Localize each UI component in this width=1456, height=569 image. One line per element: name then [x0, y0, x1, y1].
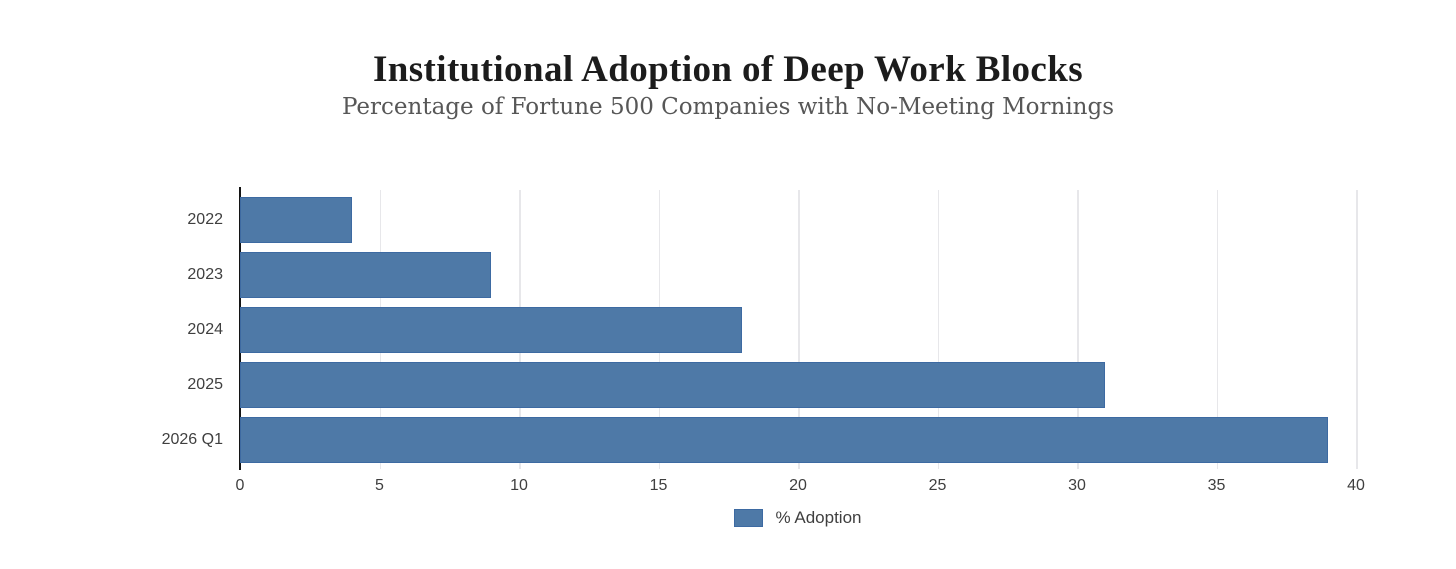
gridline — [1216, 190, 1218, 469]
x-tick-label: 30 — [1068, 477, 1086, 494]
chart-subtitle: Percentage of Fortune 500 Companies with… — [341, 94, 1115, 120]
x-tick-label: 20 — [789, 477, 807, 494]
category-label: 2025 — [187, 376, 223, 393]
gridline — [1077, 190, 1079, 469]
x-tick-label: 35 — [1207, 477, 1226, 494]
bar-2024 — [240, 307, 743, 353]
category-label: 2024 — [187, 321, 223, 338]
gridline — [937, 190, 939, 469]
bar-2025 — [240, 362, 1105, 408]
category-label: 2023 — [187, 266, 223, 283]
legend: % Adoption — [240, 508, 1356, 528]
x-tick-label: 40 — [1347, 477, 1365, 494]
legend-label: % Adoption — [775, 508, 862, 527]
bar-2026-q1 — [240, 417, 1329, 463]
bar-2023 — [240, 252, 492, 298]
category-label: 2022 — [187, 211, 223, 228]
x-tick-label: 5 — [375, 477, 384, 494]
gridline — [798, 190, 800, 469]
x-tick-label: 25 — [928, 477, 947, 494]
bar-2022 — [240, 197, 352, 243]
x-tick-label: 15 — [649, 477, 668, 494]
plot-area: 0 5 10 15 20 25 30 35 40 2022 2023 2024 2025 2026 Q1 — [162, 187, 1365, 494]
legend-swatch — [734, 509, 764, 527]
gridline — [1356, 190, 1358, 469]
x-tick-label: 10 — [510, 477, 528, 494]
category-label: 2026 Q1 — [161, 431, 223, 448]
x-tick-label: 0 — [235, 477, 245, 494]
chart-title: Institutional Adoption of Deep Work Bloc… — [372, 49, 1083, 90]
